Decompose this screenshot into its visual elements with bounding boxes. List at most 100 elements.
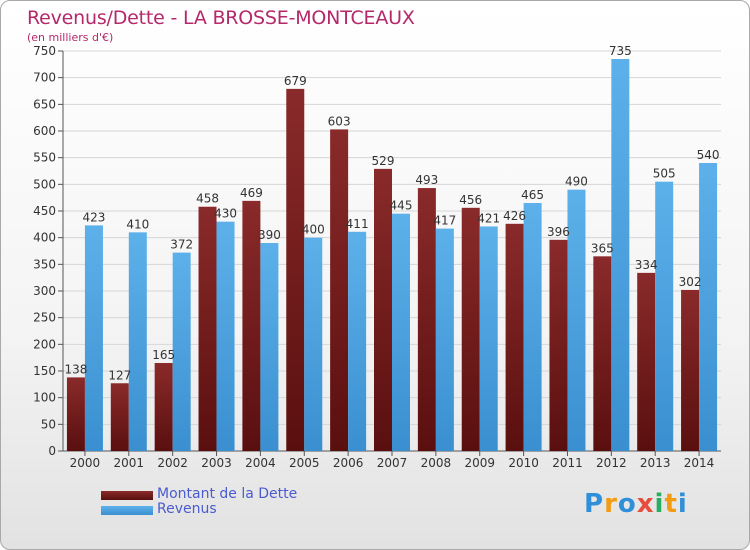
data-label-debt: 165 [152, 348, 175, 362]
y-tick-label: 150 [33, 364, 56, 378]
y-tick-label: 550 [33, 151, 56, 165]
x-tick-label: 2006 [333, 456, 364, 470]
data-label-revenue: 465 [521, 188, 544, 202]
data-label-debt: 396 [547, 225, 570, 239]
x-tick-label: 2004 [245, 456, 276, 470]
x-axis-ticks: 2000 2001 2002 2003 2004 2005 2006 2007 2008 2009… [70, 451, 715, 470]
y-tick-label: 0 [48, 444, 56, 458]
proxiti-logo: Proxiti [584, 489, 688, 519]
bar-debt [374, 168, 392, 451]
y-tick-label: 500 [33, 177, 56, 191]
y-tick-label: 750 [33, 44, 56, 58]
bar-revenue [479, 226, 498, 451]
logo-letter: r [604, 489, 618, 519]
y-tick-label: 400 [33, 231, 56, 245]
bar-revenue [348, 231, 367, 451]
data-label-debt: 458 [196, 192, 219, 206]
bar-revenue [216, 221, 235, 451]
data-label-revenue: 445 [390, 199, 413, 213]
data-label-debt: 456 [459, 193, 482, 207]
logo-letter: t [664, 489, 678, 519]
x-tick-label: 2003 [201, 456, 232, 470]
chart-title: Revenus/Dette - LA BROSSE-MONTCEAUX [27, 7, 415, 29]
bar-revenue [304, 237, 323, 451]
x-tick-label: 2000 [70, 456, 101, 470]
data-label-debt: 138 [64, 362, 87, 376]
y-tick-label: 700 [33, 71, 56, 85]
logo-letter: o [617, 489, 637, 519]
bar-debt [593, 256, 612, 451]
data-label-revenue: 735 [609, 44, 632, 58]
x-tick-label: 2002 [157, 456, 188, 470]
y-tick-label: 50 [41, 417, 56, 431]
data-label-revenue: 400 [302, 223, 325, 237]
bar-debt [286, 88, 305, 451]
bar-debt [66, 377, 85, 451]
bars [66, 59, 718, 452]
data-label-debt: 334 [635, 258, 658, 272]
legend-swatch-revenue [101, 506, 153, 515]
y-tick-label: 350 [33, 257, 56, 271]
y-tick-label: 200 [33, 337, 56, 351]
data-label-revenue: 423 [82, 210, 105, 224]
x-tick-label: 2012 [596, 456, 627, 470]
bar-debt [330, 129, 349, 451]
bar-debt [637, 272, 656, 451]
bar-debt [198, 206, 217, 451]
x-tick-label: 2011 [552, 456, 583, 470]
bar-revenue [84, 225, 103, 451]
x-tick-label: 2014 [684, 456, 715, 470]
data-label-debt: 529 [372, 154, 395, 168]
bar-revenue [392, 213, 410, 451]
legend-swatch-debt [101, 491, 153, 500]
x-tick-label: 2005 [289, 456, 320, 470]
bar-revenue [260, 243, 279, 451]
y-tick-label: 250 [33, 311, 56, 325]
data-label-revenue: 372 [170, 238, 193, 252]
data-label-revenue: 430 [214, 207, 237, 221]
data-label-revenue: 505 [653, 167, 676, 181]
y-tick-label: 300 [33, 284, 56, 298]
logo-letter: i [654, 489, 665, 519]
bar-debt [417, 188, 436, 452]
data-label-revenue: 390 [258, 228, 281, 242]
bar-revenue [611, 59, 630, 451]
chart-subtitle: (en milliers d'€) [27, 31, 114, 44]
bar-revenue [128, 232, 147, 451]
data-label-revenue: 410 [126, 217, 149, 231]
data-label-debt: 493 [415, 173, 438, 187]
bar-debt [505, 223, 524, 451]
x-tick-label: 2001 [114, 456, 145, 470]
data-label-debt: 426 [503, 209, 526, 223]
data-label-revenue: 540 [697, 148, 720, 162]
logo-letter: i [677, 489, 688, 519]
bar-revenue [567, 189, 586, 451]
bar-debt [681, 289, 700, 451]
y-tick-label: 450 [33, 204, 56, 218]
x-tick-label: 2009 [464, 456, 495, 470]
bar-revenue [699, 163, 718, 451]
bar-debt [242, 200, 261, 451]
x-tick-label: 2008 [421, 456, 452, 470]
legend-label-revenue: Revenus [157, 501, 217, 517]
legend-label-debt: Montant de la Dette [157, 486, 298, 502]
bar-debt [110, 383, 129, 451]
data-label-debt: 365 [591, 241, 614, 255]
data-label-debt: 679 [284, 74, 307, 88]
logo-letter: P [584, 489, 605, 519]
bar-revenue [172, 252, 191, 451]
x-tick-label: 2013 [640, 456, 671, 470]
bar-debt [549, 239, 568, 451]
data-label-debt: 302 [679, 275, 702, 289]
bar-revenue [435, 228, 454, 451]
bar-debt [461, 207, 480, 451]
y-tick-label: 100 [33, 391, 56, 405]
bar-revenue [655, 181, 674, 451]
data-label-revenue: 490 [565, 175, 588, 189]
logo-letter: x [636, 489, 655, 519]
data-label-debt: 469 [240, 186, 263, 200]
x-tick-label: 2010 [508, 456, 539, 470]
